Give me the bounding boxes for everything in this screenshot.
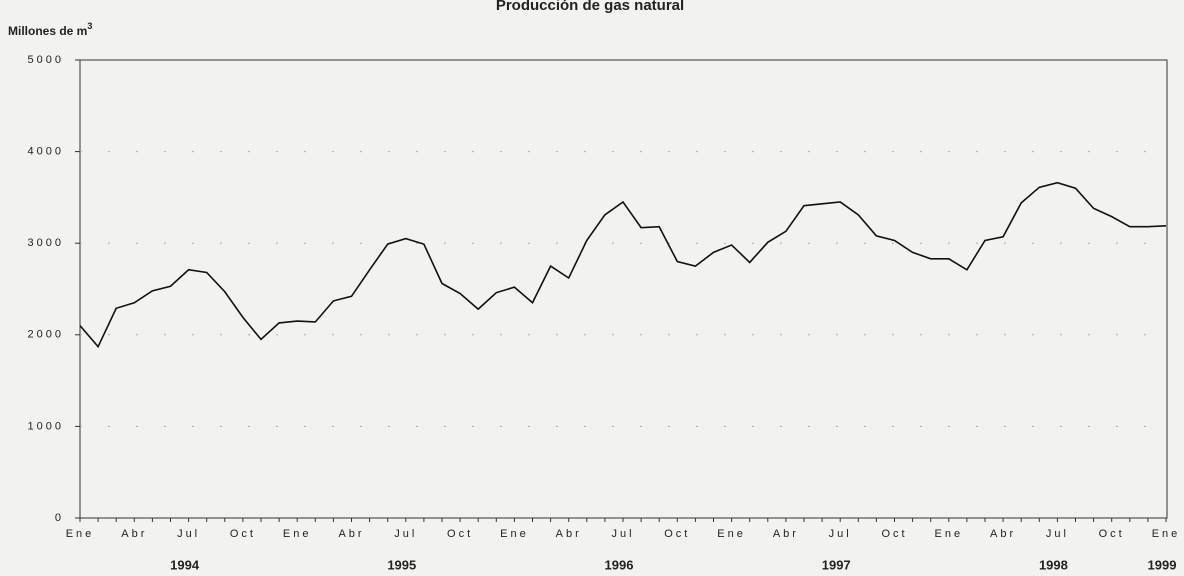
x-tick-label: Abr xyxy=(338,528,364,540)
x-tick-label: Abr xyxy=(121,528,147,540)
chart-title: Producción de gas natural xyxy=(496,0,684,14)
year-label: 1997 xyxy=(822,557,851,572)
y-tick-label: 3000 xyxy=(28,237,64,249)
x-tick-label: Abr xyxy=(990,528,1016,540)
x-tick-label: Ene xyxy=(283,528,312,540)
x-tick-label: Ene xyxy=(717,528,746,540)
x-tick-label: Oct xyxy=(447,528,473,540)
y-label-text: Millones de m xyxy=(8,24,87,38)
x-tick-label: Oct xyxy=(881,528,907,540)
x-tick-label: Jul xyxy=(1046,528,1069,540)
x-tick-label: Abr xyxy=(556,528,582,540)
x-tick-label: Jul xyxy=(177,528,200,540)
y-tick-label: 1000 xyxy=(28,420,64,432)
year-label: 1994 xyxy=(170,557,200,572)
y-tick-label: 5000 xyxy=(28,54,64,66)
y-tick-label: 0 xyxy=(55,512,64,524)
x-tick-label: Oct xyxy=(664,528,690,540)
y-tick-label: 2000 xyxy=(28,329,64,341)
x-tick-label: Abr xyxy=(773,528,799,540)
x-tick-label: Ene xyxy=(500,528,529,540)
y-label-sup: 3 xyxy=(87,21,92,31)
x-tick-label: Oct xyxy=(230,528,256,540)
x-tick-label: Ene xyxy=(66,528,95,540)
plot-frame xyxy=(79,59,1168,519)
x-tick-label: Ene xyxy=(935,528,964,540)
x-tick-label: Jul xyxy=(611,528,634,540)
x-tick-label: Oct xyxy=(1099,528,1125,540)
x-tick-label: Jul xyxy=(829,528,852,540)
year-label: 1996 xyxy=(605,557,634,572)
year-label: 1999 xyxy=(1148,557,1177,572)
year-label: 1998 xyxy=(1039,557,1068,572)
y-axis-label: Millones de m3 xyxy=(8,21,92,38)
y-tick-label: 4000 xyxy=(28,146,64,158)
x-tick-label: Jul xyxy=(394,528,417,540)
x-tick-label: Ene xyxy=(1152,528,1181,540)
year-label: 1995 xyxy=(387,557,416,572)
data-line xyxy=(79,181,1167,349)
